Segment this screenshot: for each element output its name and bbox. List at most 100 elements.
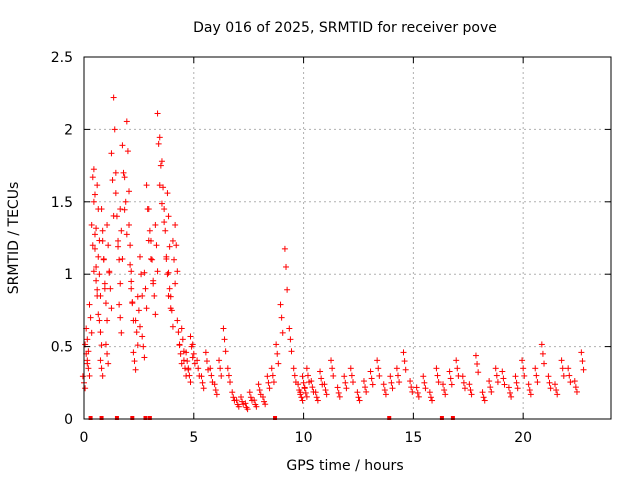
- data-point: [101, 280, 108, 287]
- data-point: [304, 372, 311, 379]
- data-point: [176, 341, 183, 348]
- y-tick-label: 2: [64, 122, 73, 138]
- data-point: [186, 372, 193, 379]
- data-point: [328, 357, 335, 364]
- data-point: [127, 261, 134, 268]
- data-point: [299, 397, 306, 404]
- data-point: [135, 307, 142, 314]
- data-point: [105, 360, 112, 367]
- data-point: [121, 206, 128, 213]
- data-point: [207, 365, 214, 372]
- data-point: [380, 381, 387, 388]
- data-point: [447, 375, 454, 382]
- data-point: [572, 384, 579, 391]
- data-point: [110, 94, 117, 101]
- data-point: [486, 378, 493, 385]
- data-point: [102, 300, 109, 307]
- data-point: [128, 278, 135, 285]
- data-point: [533, 372, 540, 379]
- data-point: [323, 391, 330, 398]
- data-point: [534, 379, 541, 386]
- data-point: [297, 389, 304, 396]
- data-point: [141, 354, 148, 361]
- data-point: [356, 397, 363, 404]
- data-point: [239, 398, 246, 405]
- data-point: [225, 372, 232, 379]
- data-point: [123, 118, 130, 125]
- data-point: [212, 387, 219, 394]
- data-point: [147, 255, 154, 262]
- data-point: [97, 357, 104, 364]
- data-point: [130, 349, 137, 356]
- data-point: [393, 365, 400, 372]
- data-point: [321, 381, 328, 388]
- data-point: [194, 357, 201, 364]
- data-point: [145, 206, 152, 213]
- data-point: [283, 263, 290, 270]
- data-point: [158, 200, 165, 207]
- data-point: [426, 389, 433, 396]
- data-point: [141, 269, 148, 276]
- data-point: [312, 389, 319, 396]
- data-point: [374, 357, 381, 364]
- data-point: [123, 231, 130, 238]
- data-point: [413, 384, 420, 391]
- data-point: [104, 350, 111, 357]
- data-point: [93, 263, 100, 270]
- data-point: [120, 169, 127, 176]
- data-point: [111, 126, 118, 133]
- data-point: [275, 360, 282, 367]
- data-point: [313, 394, 320, 401]
- data-point: [190, 350, 197, 357]
- data-point: [115, 243, 122, 250]
- data-point: [448, 381, 455, 388]
- data-point: [117, 206, 124, 213]
- data-point: [532, 365, 539, 372]
- data-point: [265, 379, 272, 386]
- data-point: [85, 365, 92, 372]
- data-point: [213, 391, 220, 398]
- data-point: [519, 357, 526, 364]
- data-point: [303, 393, 310, 400]
- data-point: [342, 379, 349, 386]
- data-point: [136, 253, 143, 260]
- data-point: [247, 394, 254, 401]
- data-point: [112, 169, 119, 176]
- data-point: [480, 394, 487, 401]
- data-point: [109, 177, 116, 184]
- data-point: [222, 348, 229, 355]
- data-point: [165, 269, 172, 276]
- data-point: [505, 384, 512, 391]
- data-point: [132, 366, 139, 373]
- data-point: [401, 358, 408, 365]
- data-point: [382, 391, 389, 398]
- data-point: [86, 372, 93, 379]
- data-point: [500, 375, 507, 382]
- data-point: [183, 349, 190, 356]
- data-point: [174, 317, 181, 324]
- zero-marker: [273, 416, 278, 420]
- data-point: [446, 368, 453, 375]
- data-point: [171, 256, 178, 263]
- data-point: [108, 150, 115, 157]
- data-point: [189, 354, 196, 361]
- data-point: [396, 379, 403, 386]
- data-point: [143, 182, 150, 189]
- data-point: [143, 305, 150, 312]
- data-point: [395, 372, 402, 379]
- data-point: [253, 403, 260, 410]
- data-point: [461, 385, 468, 392]
- data-point: [433, 365, 440, 372]
- data-point: [91, 245, 98, 252]
- data-point: [172, 221, 179, 228]
- data-point: [172, 280, 179, 287]
- data-point: [95, 311, 102, 318]
- data-point: [440, 381, 447, 388]
- data-point: [227, 379, 234, 386]
- data-point: [91, 191, 98, 198]
- data-point: [99, 237, 106, 244]
- data-point: [269, 372, 276, 379]
- data-point: [302, 389, 309, 396]
- data-point: [88, 329, 95, 336]
- data-point: [494, 379, 501, 386]
